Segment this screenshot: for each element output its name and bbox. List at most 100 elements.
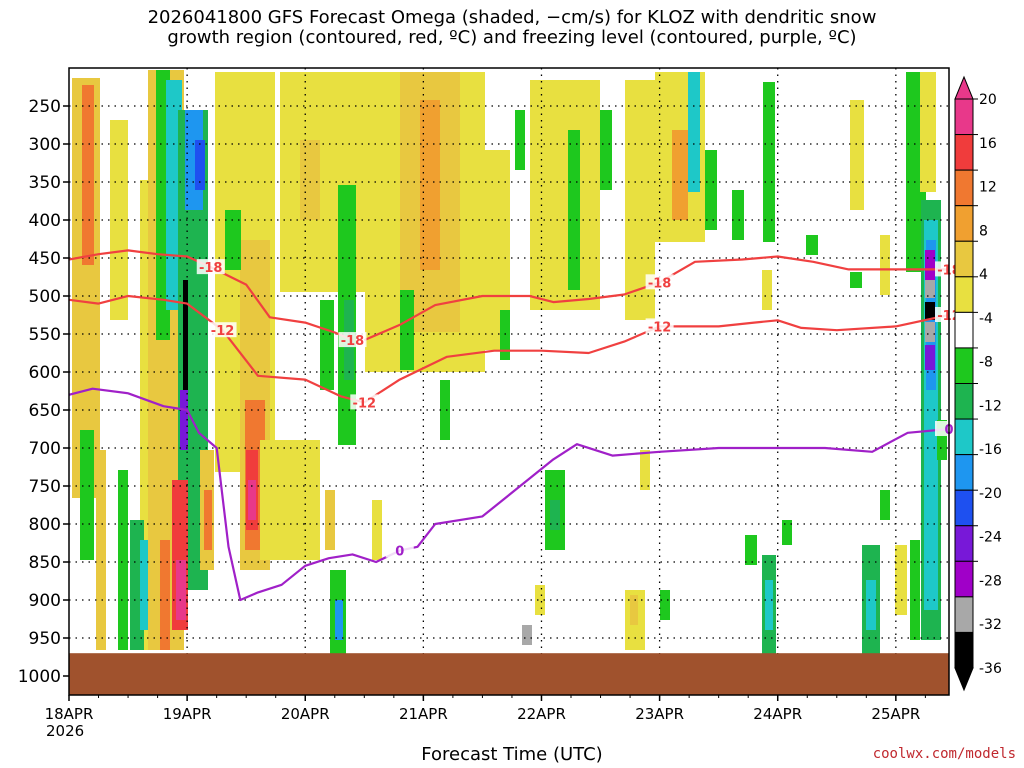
omega-field-day5	[625, 72, 936, 655]
contour-label: -18	[199, 261, 223, 276]
x-tick-label: 18APR	[45, 705, 94, 723]
omega-patch	[600, 110, 612, 190]
omega-patch	[335, 600, 343, 640]
omega-patch	[672, 130, 688, 220]
y-axis: 250 300 350 400 450 500 550 600 650 700 750 800 850 9…	[18, 97, 69, 687]
omega-patch	[806, 235, 818, 255]
omega-patch	[550, 500, 560, 530]
colorbar-top-arrow	[954, 75, 974, 100]
colorbar-swatch	[954, 347, 974, 384]
omega-patch	[782, 520, 792, 545]
omega-patch	[895, 545, 907, 615]
x-tick-label: 20APR	[281, 705, 330, 723]
omega-patch	[522, 625, 532, 645]
omega-patch	[925, 302, 935, 320]
y-tick-label: 600	[29, 363, 61, 383]
contour-label: -12	[648, 320, 672, 335]
contour-label: 0	[395, 545, 404, 560]
omega-patch	[372, 500, 382, 560]
credit-link[interactable]: coolwx.com/models	[872, 746, 1016, 762]
y-tick-label: 850	[29, 553, 61, 573]
omega-patch	[880, 490, 890, 520]
y-tick-label: 750	[29, 477, 61, 497]
y-tick-label: 900	[29, 591, 61, 611]
contour-label-bg	[196, 259, 225, 275]
omega-patch	[762, 270, 772, 310]
x-tick-label: 24APR	[753, 705, 802, 723]
colorbar-swatch	[954, 525, 974, 562]
omega-patch	[180, 390, 188, 450]
gridlines	[69, 68, 949, 695]
chart-title-line-2: growth region (contoured, red, ºC) and f…	[167, 27, 857, 48]
x-tick-label: 25APR	[871, 705, 920, 723]
omega-patch	[705, 150, 717, 230]
omega-patch	[118, 470, 128, 650]
x-axis: 18APR 19APR 20APR 21APR 22APR 23APR 24APR 25APR	[45, 695, 926, 723]
colorbar-swatch	[954, 134, 974, 171]
colorbar-swatch	[954, 276, 974, 313]
y-tick-label: 300	[29, 135, 61, 155]
omega-patch	[140, 540, 148, 630]
x-axis-label: Forecast Time (UTC)	[421, 744, 603, 765]
omega-patch	[910, 540, 920, 640]
y-tick-label: 800	[29, 515, 61, 535]
contour-label-bg	[350, 394, 379, 410]
colorbar-label: -36	[979, 661, 1002, 677]
contour-line	[69, 294, 365, 404]
colorbar-swatch	[954, 560, 974, 598]
colorbar-label: 12	[979, 180, 997, 196]
omega-patch	[920, 72, 936, 192]
colorbar-swatch	[954, 489, 974, 527]
omega-patch	[420, 100, 440, 270]
colorbar: 20 16 12 8 4 -4 -8 -12 -16 -20 -24 -28 -32 -36	[954, 75, 1002, 692]
ground-below-surface	[69, 653, 949, 695]
y-tick-label: 350	[29, 173, 61, 193]
colorbar-label: -24	[979, 530, 1002, 546]
omega-field-day3	[365, 72, 612, 645]
contour-label-bg	[208, 322, 237, 338]
y-tick-label: 500	[29, 287, 61, 307]
colorbar-swatch	[954, 169, 974, 207]
colorbar-swatch	[954, 311, 974, 349]
omega-patch	[765, 580, 773, 630]
omega-patch	[850, 272, 862, 288]
colorbar-swatch	[954, 98, 974, 136]
colorbar-swatch	[954, 454, 974, 491]
colorbar-label: -4	[979, 311, 993, 327]
colorbar-label: -8	[979, 355, 993, 371]
contour-label: -18	[648, 276, 672, 291]
omega-patch	[160, 540, 170, 650]
y-tick-label: 450	[29, 249, 61, 269]
omega-patch	[248, 480, 256, 520]
omega-patch	[400, 290, 414, 370]
omega-patch	[925, 345, 935, 370]
omega-patch	[500, 310, 510, 360]
contour-label-bg	[385, 542, 414, 558]
omega-patch	[260, 440, 320, 560]
omega-patch	[850, 100, 864, 210]
contour-label-bg	[338, 332, 367, 348]
colorbar-label: -28	[979, 573, 1002, 589]
omega-patch	[866, 580, 876, 630]
y-tick-label: 1000	[18, 667, 61, 687]
contour-label: -12	[211, 324, 235, 339]
colorbar-label: -20	[979, 486, 1002, 502]
y-tick-label: 700	[29, 439, 61, 459]
x-tick-label: 19APR	[163, 705, 212, 723]
colorbar-bottom-arrow	[954, 667, 974, 692]
omega-patch	[763, 82, 775, 242]
x-tick-label: 22APR	[517, 705, 566, 723]
omega-patch	[937, 420, 947, 460]
omega-patch	[925, 322, 935, 342]
omega-patch	[660, 590, 670, 620]
chart-title-line-1: 2026041800 GFS Forecast Omega (shaded, −…	[147, 7, 877, 28]
omega-patch	[280, 72, 370, 292]
omega-patch	[925, 280, 935, 298]
colorbar-label: -16	[979, 442, 1002, 458]
omega-patch	[732, 190, 744, 240]
colorbar-label: 16	[979, 136, 997, 152]
omega-patch	[530, 80, 600, 310]
omega-patch	[440, 380, 450, 440]
y-tick-label: 550	[29, 325, 61, 345]
